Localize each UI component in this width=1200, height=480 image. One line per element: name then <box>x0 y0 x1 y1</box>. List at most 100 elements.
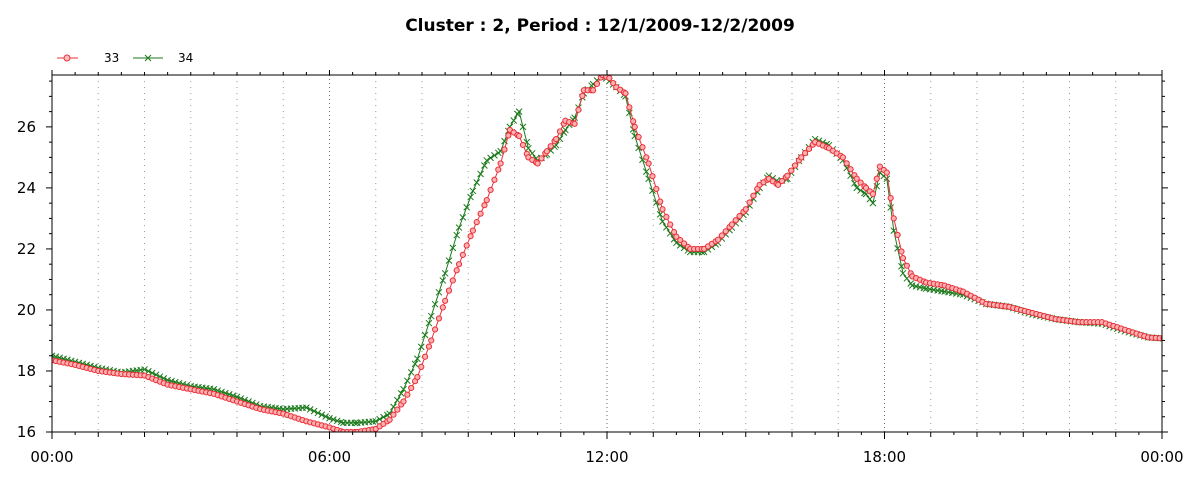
data-point <box>622 90 629 97</box>
data-point <box>890 215 897 222</box>
data-point <box>869 190 877 198</box>
data-point <box>645 160 652 167</box>
data-point <box>505 132 512 139</box>
data-point <box>481 162 488 169</box>
plot-frame <box>51 74 1163 433</box>
data-point <box>414 355 421 363</box>
data-point <box>425 343 433 350</box>
data-point <box>487 186 494 194</box>
data-point <box>575 106 582 113</box>
y-tick-label: 26 <box>17 118 36 136</box>
axes: 00:00 06:00 12:00 18:00 00:00 16 18 20 22 24 26 <box>17 70 1184 466</box>
data-point <box>435 288 443 296</box>
data-point <box>556 128 564 135</box>
data-point <box>414 373 421 381</box>
data-point <box>883 175 891 183</box>
data-point <box>630 118 637 125</box>
data-point <box>408 384 415 392</box>
data-point <box>649 173 656 180</box>
data-point <box>903 262 910 269</box>
y-tick-label: 18 <box>17 362 36 380</box>
data-point <box>463 203 471 211</box>
data-point <box>802 150 809 157</box>
data-point <box>571 120 578 127</box>
data-point <box>449 277 456 284</box>
data-point <box>455 224 463 231</box>
data-point <box>306 406 314 413</box>
data-point <box>562 126 569 134</box>
data-point <box>441 269 449 277</box>
data-point <box>417 343 425 351</box>
data-point <box>798 154 805 161</box>
data-point <box>784 172 791 179</box>
data-point <box>519 141 527 149</box>
data-point <box>732 217 739 224</box>
series-layer <box>52 75 1162 432</box>
data-point <box>778 177 786 185</box>
y-tick-label: 20 <box>17 301 36 319</box>
series-34 <box>52 75 1162 427</box>
data-point <box>400 398 407 405</box>
data-point <box>839 154 846 161</box>
data-point <box>718 232 725 239</box>
data-point <box>386 416 393 423</box>
data-point <box>351 419 359 427</box>
data-point <box>510 117 518 124</box>
data-point <box>330 416 337 423</box>
data-point <box>722 228 729 235</box>
data-point <box>469 227 476 234</box>
data-point <box>333 417 341 425</box>
data-point <box>805 145 813 153</box>
data-point <box>714 236 722 243</box>
legend-marker-33 <box>63 54 71 62</box>
data-point <box>491 151 498 159</box>
legend-label-33: 33 <box>104 51 119 65</box>
data-point <box>876 163 883 170</box>
data-point <box>677 237 684 244</box>
data-point <box>534 160 541 167</box>
data-point <box>318 411 326 419</box>
data-point <box>463 242 470 249</box>
data-point <box>887 194 894 202</box>
data-point <box>843 160 850 167</box>
x-tick-label: 12:00 <box>585 448 628 466</box>
data-point <box>791 162 799 169</box>
data-point <box>862 184 870 191</box>
data-point <box>467 193 474 201</box>
data-point <box>898 262 905 270</box>
data-point <box>427 312 435 320</box>
data-point <box>673 233 680 240</box>
data-point <box>519 123 527 131</box>
data-point <box>418 363 425 371</box>
data-point <box>899 254 907 262</box>
data-point <box>903 275 911 282</box>
y-tick-label: 22 <box>17 240 36 258</box>
data-point <box>775 181 782 188</box>
data-point <box>467 233 474 240</box>
data-point <box>310 407 318 415</box>
data-point <box>667 221 674 228</box>
data-point <box>469 187 477 195</box>
data-point <box>635 133 642 141</box>
data-point <box>653 185 660 193</box>
data-point <box>455 261 463 268</box>
data-point <box>481 202 488 209</box>
data-point <box>750 192 757 199</box>
data-point <box>898 248 905 255</box>
data-point <box>337 418 345 426</box>
data-point <box>495 166 502 173</box>
data-point <box>642 168 650 175</box>
data-point <box>428 337 435 344</box>
data-point <box>326 414 333 422</box>
data-point <box>920 284 928 292</box>
data-point <box>547 143 554 150</box>
data-point <box>894 231 901 239</box>
data-point <box>453 267 460 274</box>
series-line-34 <box>52 75 1162 424</box>
data-point <box>431 300 439 308</box>
x-tick-label: 00:00 <box>30 448 73 466</box>
data-point <box>491 176 498 183</box>
data-point <box>873 175 880 182</box>
data-point <box>663 213 670 220</box>
